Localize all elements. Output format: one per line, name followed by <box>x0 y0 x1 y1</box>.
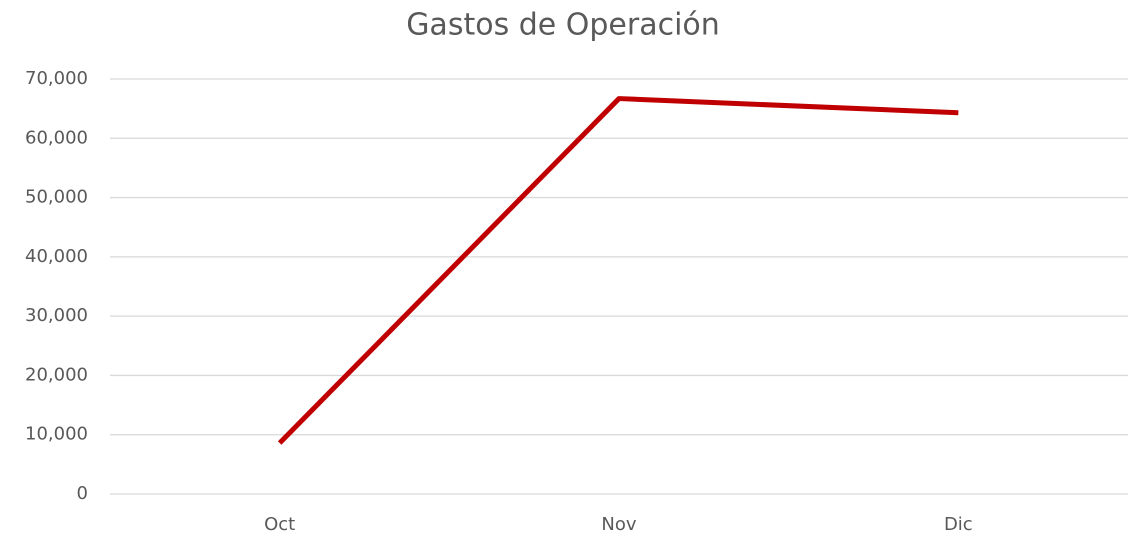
chart-title: Gastos de Operación <box>406 8 720 43</box>
y-tick-label: 60,000 <box>25 127 88 148</box>
y-tick-label: 0 <box>77 483 88 504</box>
y-tick-label: 30,000 <box>25 305 88 326</box>
x-tick-label: Oct <box>264 514 295 535</box>
y-tick-label: 70,000 <box>25 68 88 89</box>
y-tick-label: 40,000 <box>25 246 88 267</box>
y-tick-label: 50,000 <box>25 187 88 208</box>
x-tick-label: Dic <box>944 514 973 535</box>
y-tick-label: 10,000 <box>25 424 88 445</box>
series-line <box>277 96 959 445</box>
x-tick-label: Nov <box>601 514 636 535</box>
y-tick-label: 20,000 <box>25 364 88 385</box>
